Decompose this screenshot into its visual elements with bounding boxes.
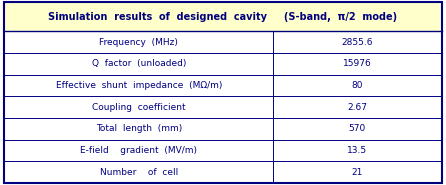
Text: 570: 570	[349, 124, 366, 133]
Bar	[4, 75, 442, 96]
Text: 2.67: 2.67	[347, 103, 368, 112]
Bar	[4, 31, 442, 53]
Bar	[4, 140, 442, 162]
Text: Number    of  cell: Number of cell	[100, 168, 178, 177]
Text: Q  factor  (unloaded): Q factor (unloaded)	[92, 59, 186, 68]
Text: 15976: 15976	[343, 59, 372, 68]
Bar	[4, 118, 442, 140]
Bar	[4, 53, 442, 75]
Text: Simulation  results  of  designed  cavity     (S-band,  π/2  mode): Simulation results of designed cavity (S…	[49, 11, 397, 21]
Text: Frequency  (MHz): Frequency (MHz)	[99, 38, 178, 47]
Bar	[4, 2, 442, 31]
Bar	[4, 162, 442, 183]
Bar	[4, 96, 442, 118]
Text: 13.5: 13.5	[347, 146, 368, 155]
Text: 21: 21	[352, 168, 363, 177]
Text: 2855.6: 2855.6	[342, 38, 373, 47]
Text: Coupling  coefficient: Coupling coefficient	[92, 103, 186, 112]
Text: E-field    gradient  (MV/m): E-field gradient (MV/m)	[80, 146, 198, 155]
Text: Effective  shunt  impedance  (MΩ/m): Effective shunt impedance (MΩ/m)	[56, 81, 222, 90]
Text: Total  length  (mm): Total length (mm)	[96, 124, 182, 133]
Text: 80: 80	[351, 81, 363, 90]
